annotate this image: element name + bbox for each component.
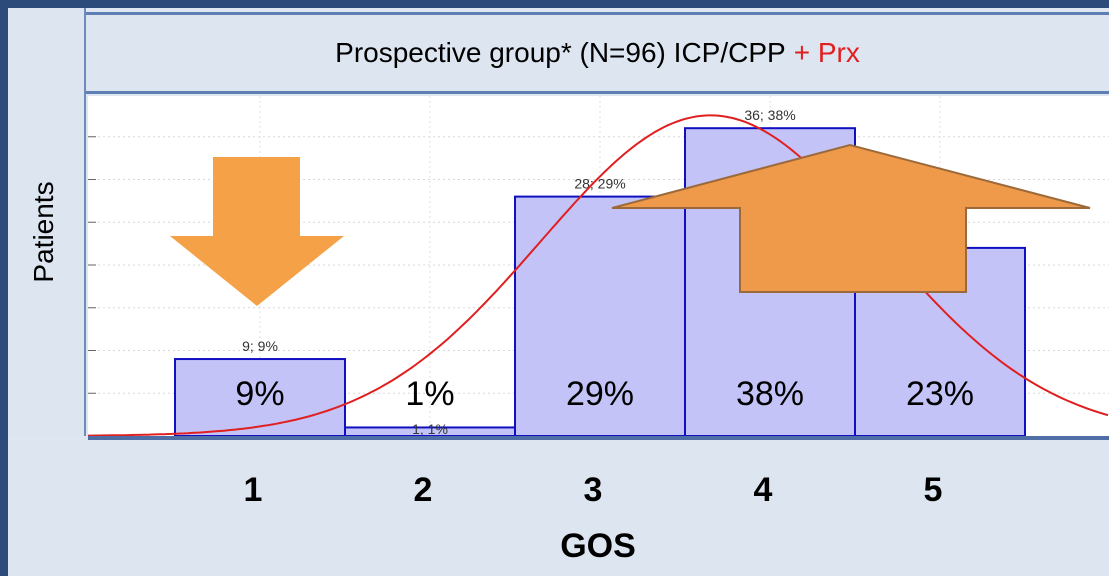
title-accent: + Prx: [793, 37, 860, 68]
bar-annotation: 9; 9%: [242, 338, 278, 354]
x-tick-label: 2: [414, 471, 433, 509]
up-arrow: [611, 143, 1091, 293]
bar-annotation: 1; 1%: [412, 421, 448, 437]
percent-label: 38%: [736, 375, 804, 413]
x-axis-title: GOS: [560, 527, 636, 565]
x-axis-strip: [8, 440, 1109, 576]
x-tick-labels: 1 2 3 4 5: [244, 471, 943, 509]
bars: 9; 9%1; 1%28; 29%36; 38%22; 23%: [174, 107, 1026, 438]
percent-label: 9%: [235, 375, 284, 413]
normal-fit-curve: [88, 114, 1109, 437]
bar-annotation: 36; 38%: [744, 107, 795, 123]
title-main: Prospective group* (N=96) ICP/CPP: [335, 37, 786, 68]
chart-title: Prospective group* (N=96) ICP/CPP + Prx: [86, 12, 1109, 94]
bar-gos-3: [514, 195, 686, 437]
percent-label: 23%: [906, 375, 974, 413]
x-tick-label: 1: [244, 471, 263, 509]
down-arrow: [170, 157, 344, 306]
x-tick-label: 5: [924, 471, 943, 509]
x-tick-label: 3: [584, 471, 603, 509]
percent-label: 1%: [405, 375, 454, 413]
bar-annotation: 28; 29%: [574, 176, 625, 192]
percent-label: 29%: [566, 375, 634, 413]
x-tick-label: 4: [754, 471, 773, 509]
y-axis-strip: [8, 8, 86, 436]
arrows: [170, 143, 1091, 306]
bar-gos-1: [174, 358, 346, 437]
percent-labels: 9% 1% 29% 38% 23%: [235, 375, 974, 413]
